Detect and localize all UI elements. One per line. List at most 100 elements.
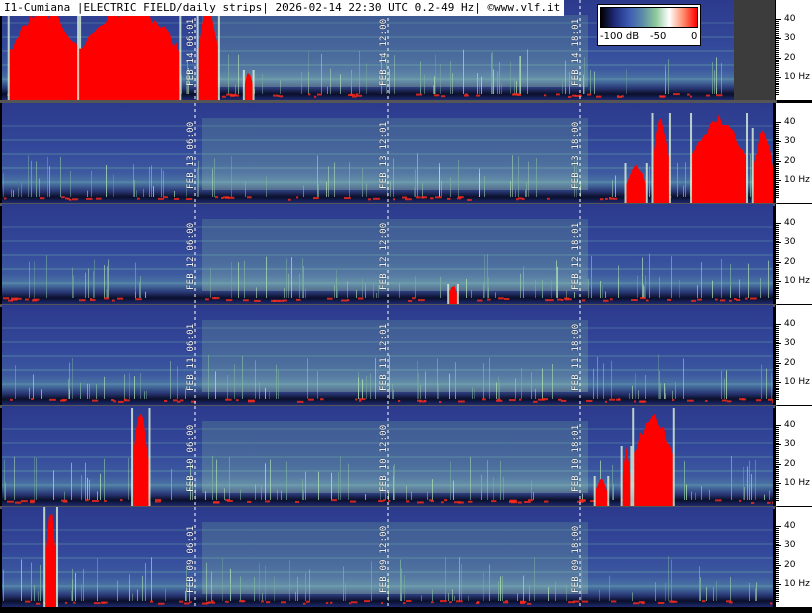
noise-streak — [756, 582, 757, 601]
noise-streak — [303, 185, 304, 197]
scale-tick-label: 10 Hz — [784, 175, 810, 185]
burst-edge — [751, 128, 754, 203]
noise-streak — [211, 571, 212, 601]
noise-streak — [637, 275, 638, 298]
noise-streak — [557, 266, 558, 298]
noise-floor-speck — [528, 499, 533, 502]
noise-streak — [769, 490, 770, 500]
scale-minor-tick — [776, 65, 779, 66]
noise-streak — [29, 261, 30, 298]
noise-streak — [744, 487, 745, 500]
noise-floor-speck — [225, 600, 229, 603]
noise-streak — [34, 456, 35, 500]
noise-streak — [672, 390, 673, 399]
noise-streak — [286, 461, 287, 500]
noise-streak — [288, 273, 289, 298]
legend-min-label: -100 dB — [600, 31, 640, 42]
scale-minor-tick — [776, 248, 779, 249]
noise-streak — [231, 156, 232, 197]
noise-streak — [28, 155, 29, 197]
noise-streak — [404, 574, 405, 601]
noise-streak — [597, 356, 598, 399]
noise-streak — [730, 576, 731, 601]
scale-minor-tick — [776, 178, 779, 179]
noise-floor-speck — [226, 93, 233, 96]
noise-streak — [445, 556, 446, 601]
noise-streak — [594, 71, 595, 94]
noise-streak — [87, 190, 88, 197]
time-marker-label: FEB 11 12:01 — [379, 323, 389, 391]
noise-streak — [87, 477, 88, 500]
noise-streak — [113, 174, 114, 197]
scale-minor-tick — [776, 267, 779, 268]
burst-edge — [672, 408, 675, 506]
scale-minor-tick — [776, 193, 779, 194]
scale-minor-tick — [776, 21, 779, 22]
noise-streak — [712, 62, 713, 94]
noise-streak — [459, 557, 460, 601]
activity-region — [202, 15, 588, 87]
noise-floor-speck — [202, 602, 208, 605]
noise-streak — [231, 261, 232, 298]
scale-minor-tick — [776, 124, 779, 125]
noise-streak — [362, 278, 363, 298]
noise-floor-speck — [726, 600, 732, 603]
noise-floor-speck — [356, 94, 363, 97]
scale-minor-tick — [776, 265, 779, 266]
scale-tick — [776, 382, 781, 383]
noise-streak — [291, 257, 292, 298]
scale-minor-tick — [776, 86, 779, 87]
scale-minor-tick — [776, 528, 779, 529]
scale-tick-label: 10 Hz — [784, 377, 810, 387]
noise-streak — [269, 390, 270, 399]
noise-streak — [695, 492, 696, 500]
noise-streak — [309, 569, 310, 601]
scale-minor-tick — [776, 336, 779, 337]
noise-streak — [181, 75, 182, 94]
noise-floor-speck — [104, 297, 110, 300]
noise-streak — [259, 562, 260, 601]
noise-streak — [281, 490, 282, 500]
noise-streak — [370, 373, 371, 399]
noise-floor-speck — [295, 500, 300, 503]
noise-streak — [659, 370, 660, 399]
scale-minor-tick — [776, 475, 779, 476]
scale-tick — [776, 38, 781, 39]
noise-streak — [210, 268, 211, 298]
noise-streak — [470, 456, 471, 500]
scale-minor-tick — [776, 462, 779, 463]
scale-minor-tick — [776, 467, 779, 468]
noise-streak — [755, 460, 756, 500]
scale-minor-tick — [776, 294, 779, 295]
noise-streak — [477, 73, 478, 94]
noise-streak — [254, 577, 255, 601]
noise-floor-speck — [393, 198, 396, 201]
burst-event — [753, 130, 773, 203]
noise-streak — [642, 257, 643, 298]
noise-floor-speck — [456, 600, 463, 603]
scale-minor-tick — [776, 29, 779, 30]
scale-minor-tick — [776, 166, 779, 167]
noise-floor-speck — [111, 399, 115, 402]
noise-floor-speck — [509, 399, 516, 402]
noise-floor-speck — [431, 601, 434, 604]
scale-minor-tick — [776, 83, 779, 84]
noise-streak — [649, 166, 650, 197]
scale-minor-tick — [776, 42, 779, 43]
noise-streak — [534, 557, 535, 601]
noise-floor-speck — [458, 501, 464, 504]
noise-streak — [359, 50, 360, 94]
time-marker-label: FEB 14 12:00 — [379, 18, 389, 86]
scale-minor-tick — [776, 590, 779, 591]
noise-streak — [626, 69, 627, 94]
scale-minor-tick — [776, 254, 779, 255]
noise-floor-speck — [359, 399, 362, 402]
noise-streak — [768, 260, 769, 298]
noise-streak — [771, 372, 772, 399]
scale-minor-tick — [776, 233, 779, 234]
noise-streak — [362, 168, 363, 197]
noise-floor-speck — [124, 399, 130, 402]
burst-edge — [242, 70, 245, 100]
scale-minor-tick — [776, 269, 779, 270]
scale-minor-tick — [776, 473, 779, 474]
